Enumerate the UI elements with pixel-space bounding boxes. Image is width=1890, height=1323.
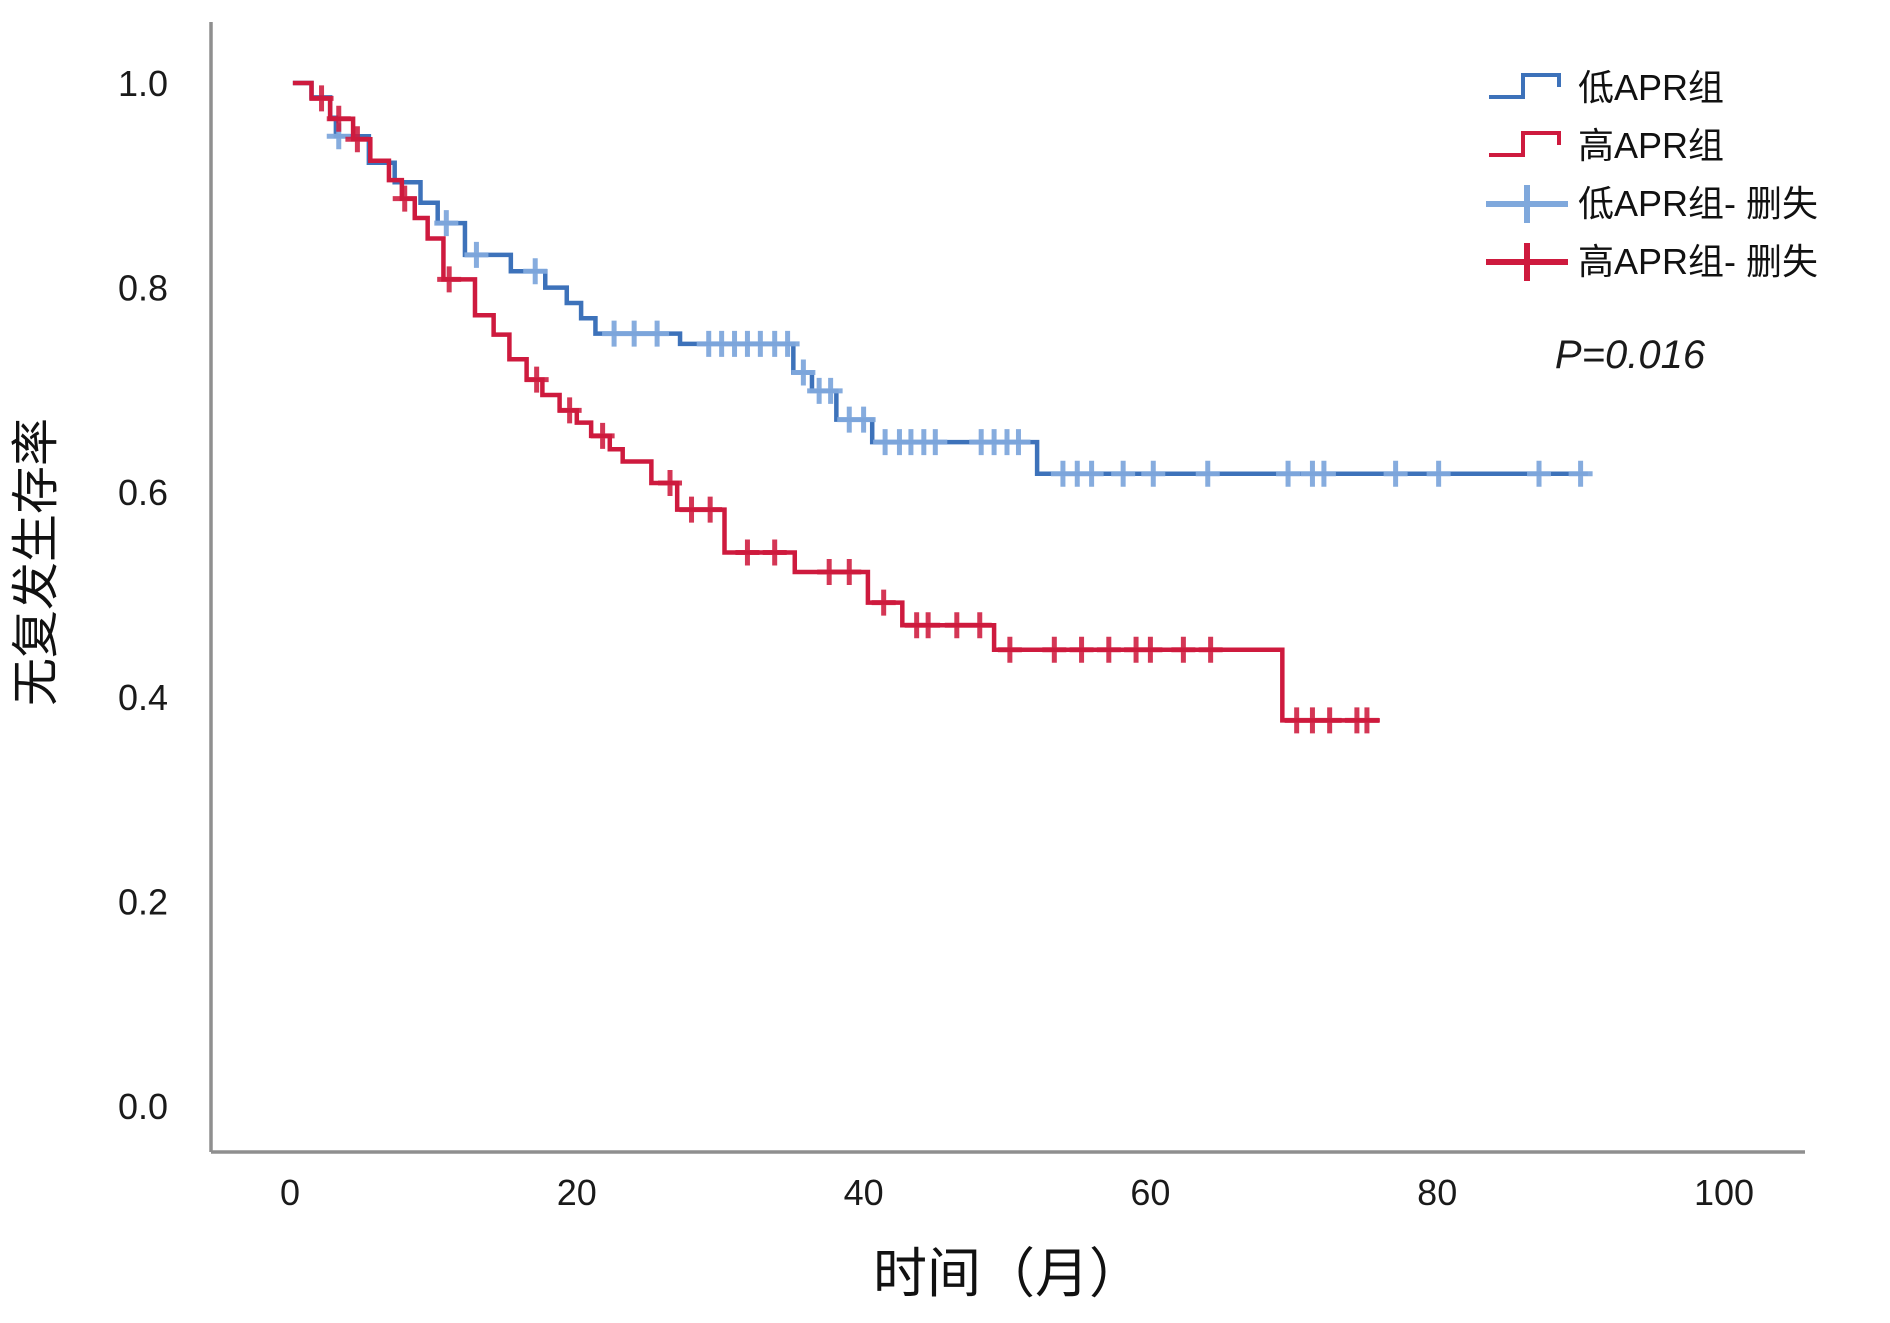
x-tick-label: 40 (844, 1172, 884, 1213)
survival-curves (292, 80, 1593, 734)
legend-item-2: 低APR组- 删失 (1486, 183, 1818, 224)
y-tick-label: 1.0 (118, 63, 168, 104)
legend-step-line-icon (1489, 73, 1561, 99)
y-axis-title: 无复发生存率 (10, 418, 63, 706)
y-tick-label: 0.6 (118, 472, 168, 513)
survival-curve-high-apr (292, 80, 1380, 723)
legend-step-line-icon (1489, 131, 1561, 157)
y-tick-label: 0.0 (118, 1086, 168, 1127)
axes (209, 22, 1805, 1154)
legend-item-3: 高APR组- 删失 (1486, 241, 1818, 282)
legend-item-label: 高APR组 (1578, 125, 1724, 166)
legend-item-label: 高APR组- 删失 (1578, 241, 1818, 282)
legend-censor-plus-icon (1486, 243, 1568, 281)
censor-marks-high-apr (309, 85, 1379, 734)
x-axis-title: 时间（月） (873, 1244, 1143, 1304)
y-tick-label: 0.2 (118, 881, 168, 922)
y-axis-tick-labels: 1.0 0.8 0.6 0.4 0.2 0.0 (118, 63, 168, 1127)
y-tick-label: 0.8 (118, 268, 168, 309)
x-tick-label: 80 (1417, 1172, 1457, 1213)
p-value-annotation: P=0.016 (1555, 333, 1706, 377)
legend-item-0: 低APR组 (1489, 67, 1724, 108)
x-tick-label: 60 (1130, 1172, 1170, 1213)
x-axis-tick-labels: 0 20 40 60 80 100 (280, 1172, 1754, 1213)
legend-item-label: 低APR组- 删失 (1578, 183, 1818, 224)
legend-censor-plus-icon (1486, 185, 1568, 223)
x-tick-label: 100 (1694, 1172, 1754, 1213)
legend-item-label: 低APR组 (1578, 67, 1724, 108)
censor-marks-low-apr (326, 123, 1593, 487)
x-tick-label: 20 (557, 1172, 597, 1213)
survival-curve-low-apr (292, 80, 1588, 477)
legend-item-1: 高APR组 (1489, 125, 1724, 166)
y-tick-label: 0.4 (118, 677, 168, 718)
x-tick-label: 0 (280, 1172, 300, 1213)
